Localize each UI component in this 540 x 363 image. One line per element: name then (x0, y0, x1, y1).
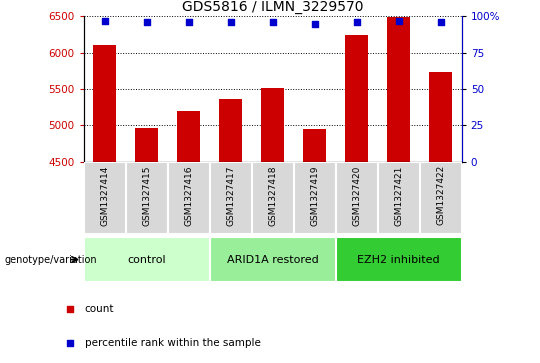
Text: GSM1327422: GSM1327422 (436, 165, 445, 225)
Text: GSM1327415: GSM1327415 (142, 165, 151, 226)
Text: percentile rank within the sample: percentile rank within the sample (85, 338, 261, 348)
Bar (84, 237, 210, 282)
Bar (377, 162, 420, 234)
Bar (84, 162, 126, 234)
Bar (345, 35, 368, 162)
Text: count: count (85, 304, 114, 314)
Bar (126, 162, 168, 234)
Bar (303, 129, 326, 162)
Bar (210, 237, 336, 282)
Text: GSM1327414: GSM1327414 (100, 165, 109, 225)
Point (226, 19, 235, 25)
Text: ARID1A restored: ARID1A restored (227, 254, 319, 265)
Bar (336, 162, 377, 234)
Bar (252, 162, 294, 234)
Point (353, 19, 361, 25)
Bar (93, 45, 116, 162)
Point (310, 21, 319, 26)
Bar (294, 162, 336, 234)
Bar (177, 111, 200, 162)
Text: EZH2 inhibited: EZH2 inhibited (357, 254, 440, 265)
Point (436, 19, 445, 25)
Text: GSM1327418: GSM1327418 (268, 165, 277, 226)
Title: GDS5816 / ILMN_3229570: GDS5816 / ILMN_3229570 (182, 0, 363, 14)
Text: GSM1327419: GSM1327419 (310, 165, 319, 226)
Point (268, 19, 277, 25)
Point (100, 18, 109, 24)
Text: GSM1327421: GSM1327421 (394, 165, 403, 225)
Point (394, 18, 403, 24)
Bar (429, 72, 453, 162)
Text: GSM1327416: GSM1327416 (184, 165, 193, 226)
Text: GSM1327417: GSM1327417 (226, 165, 235, 226)
Bar (336, 237, 462, 282)
Bar (261, 88, 284, 162)
Bar (168, 162, 210, 234)
Point (143, 19, 151, 25)
Point (65, 340, 74, 346)
Bar (135, 128, 158, 162)
Bar (219, 99, 242, 162)
Point (184, 19, 193, 25)
Text: control: control (127, 254, 166, 265)
Point (65, 306, 74, 312)
Bar (420, 162, 462, 234)
Bar (387, 17, 410, 162)
Bar (210, 162, 252, 234)
Text: GSM1327420: GSM1327420 (352, 165, 361, 225)
Text: genotype/variation: genotype/variation (4, 254, 97, 265)
